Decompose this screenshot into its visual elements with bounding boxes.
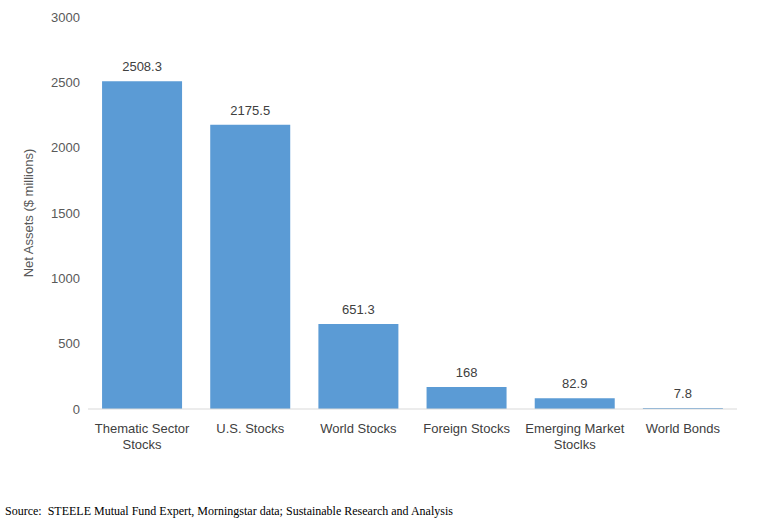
svg-text:82.9: 82.9 <box>562 376 587 391</box>
svg-text:7.8: 7.8 <box>674 386 692 401</box>
svg-text:Emerging MarketStoclks: Emerging MarketStoclks <box>525 421 624 452</box>
html-text:Source: STEELE Mutual Fund Exp: Source: STEELE Mutual Fund Expert, Morni… <box>5 504 453 518</box>
svg-text:Net Assets ($ millions): Net Assets ($ millions) <box>21 149 36 278</box>
svg-text:1000: 1000 <box>51 271 80 286</box>
svg-text:U.S. Stocks: U.S. Stocks <box>216 421 284 436</box>
svg-text:3000: 3000 <box>51 10 80 25</box>
svg-text:2175.5: 2175.5 <box>230 103 270 118</box>
svg-text:168: 168 <box>456 365 478 380</box>
svg-text:Foreign Stocks: Foreign Stocks <box>423 421 510 436</box>
svg-text:World Stocks: World Stocks <box>320 421 397 436</box>
svg-text:1500: 1500 <box>51 206 80 221</box>
svg-text:500: 500 <box>58 336 80 351</box>
svg-text:2000: 2000 <box>51 140 80 155</box>
svg-text:World Bonds: World Bonds <box>646 421 721 436</box>
svg-text:Thematic SectorStocks: Thematic SectorStocks <box>95 421 190 452</box>
svg-text:2508.3: 2508.3 <box>122 59 162 74</box>
svg-text:2500: 2500 <box>51 75 80 90</box>
svg-text:0: 0 <box>73 402 80 417</box>
svg-text:651.3: 651.3 <box>342 302 375 317</box>
